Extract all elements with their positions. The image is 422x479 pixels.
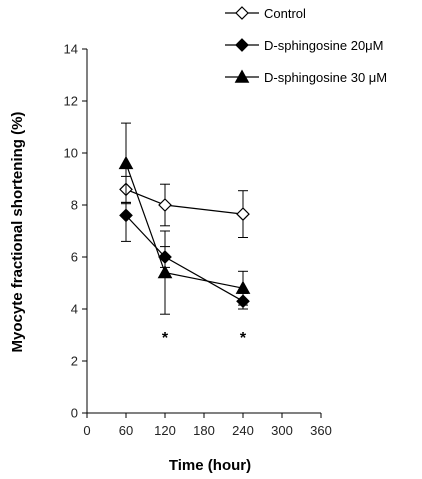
x-tick-label: 360 [310, 423, 332, 438]
data-point [236, 207, 250, 221]
series-0 [119, 175, 250, 238]
significance-marker: * [240, 330, 247, 347]
y-tick-label: 0 [71, 406, 78, 421]
x-tick-label: 240 [232, 423, 254, 438]
significance-marker: * [162, 330, 169, 347]
legend-marker [234, 69, 250, 83]
y-tick-label: 14 [64, 42, 78, 57]
axes: 0 2 4 6 8 10 12 14 0 60 120 180 240 300 360 [64, 42, 332, 439]
legend: Control D-sphingosine 20μM D-sphingosine 3… [225, 6, 387, 85]
legend-label: D-sphingosine 20μM [264, 38, 384, 53]
legend-label: D-sphingosine 30 μM [264, 70, 387, 85]
data-point [158, 198, 172, 212]
annotation-layer: * * [162, 330, 247, 347]
legend-marker [235, 6, 249, 20]
x-tick-label: 180 [193, 423, 215, 438]
series-line [125, 163, 244, 289]
x-axis-title: Time (hour) [169, 457, 251, 474]
x-tick-label: 60 [119, 423, 133, 438]
series-2 [118, 122, 251, 315]
y-tick-label: 2 [71, 354, 78, 369]
y-tick-label: 4 [71, 302, 78, 317]
series-line [125, 188, 244, 215]
data-point [119, 208, 133, 223]
x-tick-label: 120 [154, 423, 176, 438]
data-point [235, 280, 251, 294]
data-point [157, 265, 173, 279]
x-tick-label: 300 [271, 423, 293, 438]
series-line [125, 214, 244, 302]
legend-marker [235, 38, 249, 52]
series-layer [118, 122, 251, 315]
y-tick-label: 6 [71, 250, 78, 265]
series-1 [119, 201, 250, 310]
data-point [118, 155, 134, 170]
y-tick-label: 12 [64, 94, 78, 109]
x-tick-label: 0 [83, 423, 90, 438]
legend-label: Control [264, 6, 306, 21]
y-tick-label: 8 [71, 198, 78, 213]
y-axis-title: Myocyte fractional shortening (%) [9, 112, 26, 353]
y-tick-label: 10 [64, 146, 78, 161]
